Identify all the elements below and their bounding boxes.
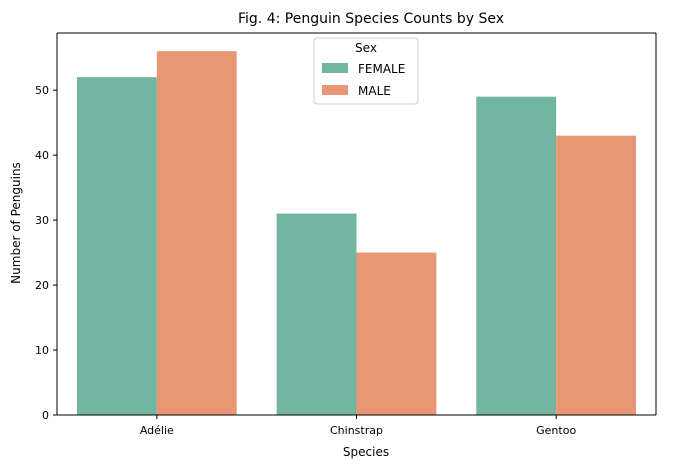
legend-title: Sex <box>355 41 377 55</box>
bar-female-1 <box>276 213 357 415</box>
y-tick-label-0: 0 <box>42 409 49 422</box>
bar-male-1 <box>356 252 437 415</box>
bars-layer <box>76 51 637 416</box>
y-tick-label-10: 10 <box>35 344 49 357</box>
bar-male-0 <box>156 51 237 415</box>
bar-male-2 <box>556 135 637 415</box>
x-ticks: Adélie Chinstrap Gentoo <box>140 415 576 437</box>
y-tick-label-30: 30 <box>35 214 49 227</box>
legend-items: FEMALE MALE <box>322 62 405 98</box>
y-axis-label: Number of Penguins <box>9 162 23 284</box>
x-tick-label-1: Chinstrap <box>330 424 383 437</box>
legend-label-female: FEMALE <box>358 62 405 76</box>
legend-swatch-female <box>322 63 348 73</box>
x-tick-label-0: Adélie <box>140 424 174 437</box>
y-tick-label-50: 50 <box>35 84 49 97</box>
y-tick-label-20: 20 <box>35 279 49 292</box>
x-axis-label: Species <box>343 445 389 459</box>
y-ticks: 0 10 20 30 40 50 <box>35 84 57 422</box>
bar-female-2 <box>476 96 557 416</box>
chart-title: Fig. 4: Penguin Species Counts by Sex <box>238 11 504 27</box>
x-tick-label-2: Gentoo <box>536 424 576 437</box>
legend: Sex FEMALE MALE <box>313 37 419 105</box>
legend-label-male: MALE <box>358 84 391 98</box>
y-tick-label-40: 40 <box>35 149 49 162</box>
legend-swatch-male <box>322 85 348 95</box>
bar-female-0 <box>76 77 157 416</box>
